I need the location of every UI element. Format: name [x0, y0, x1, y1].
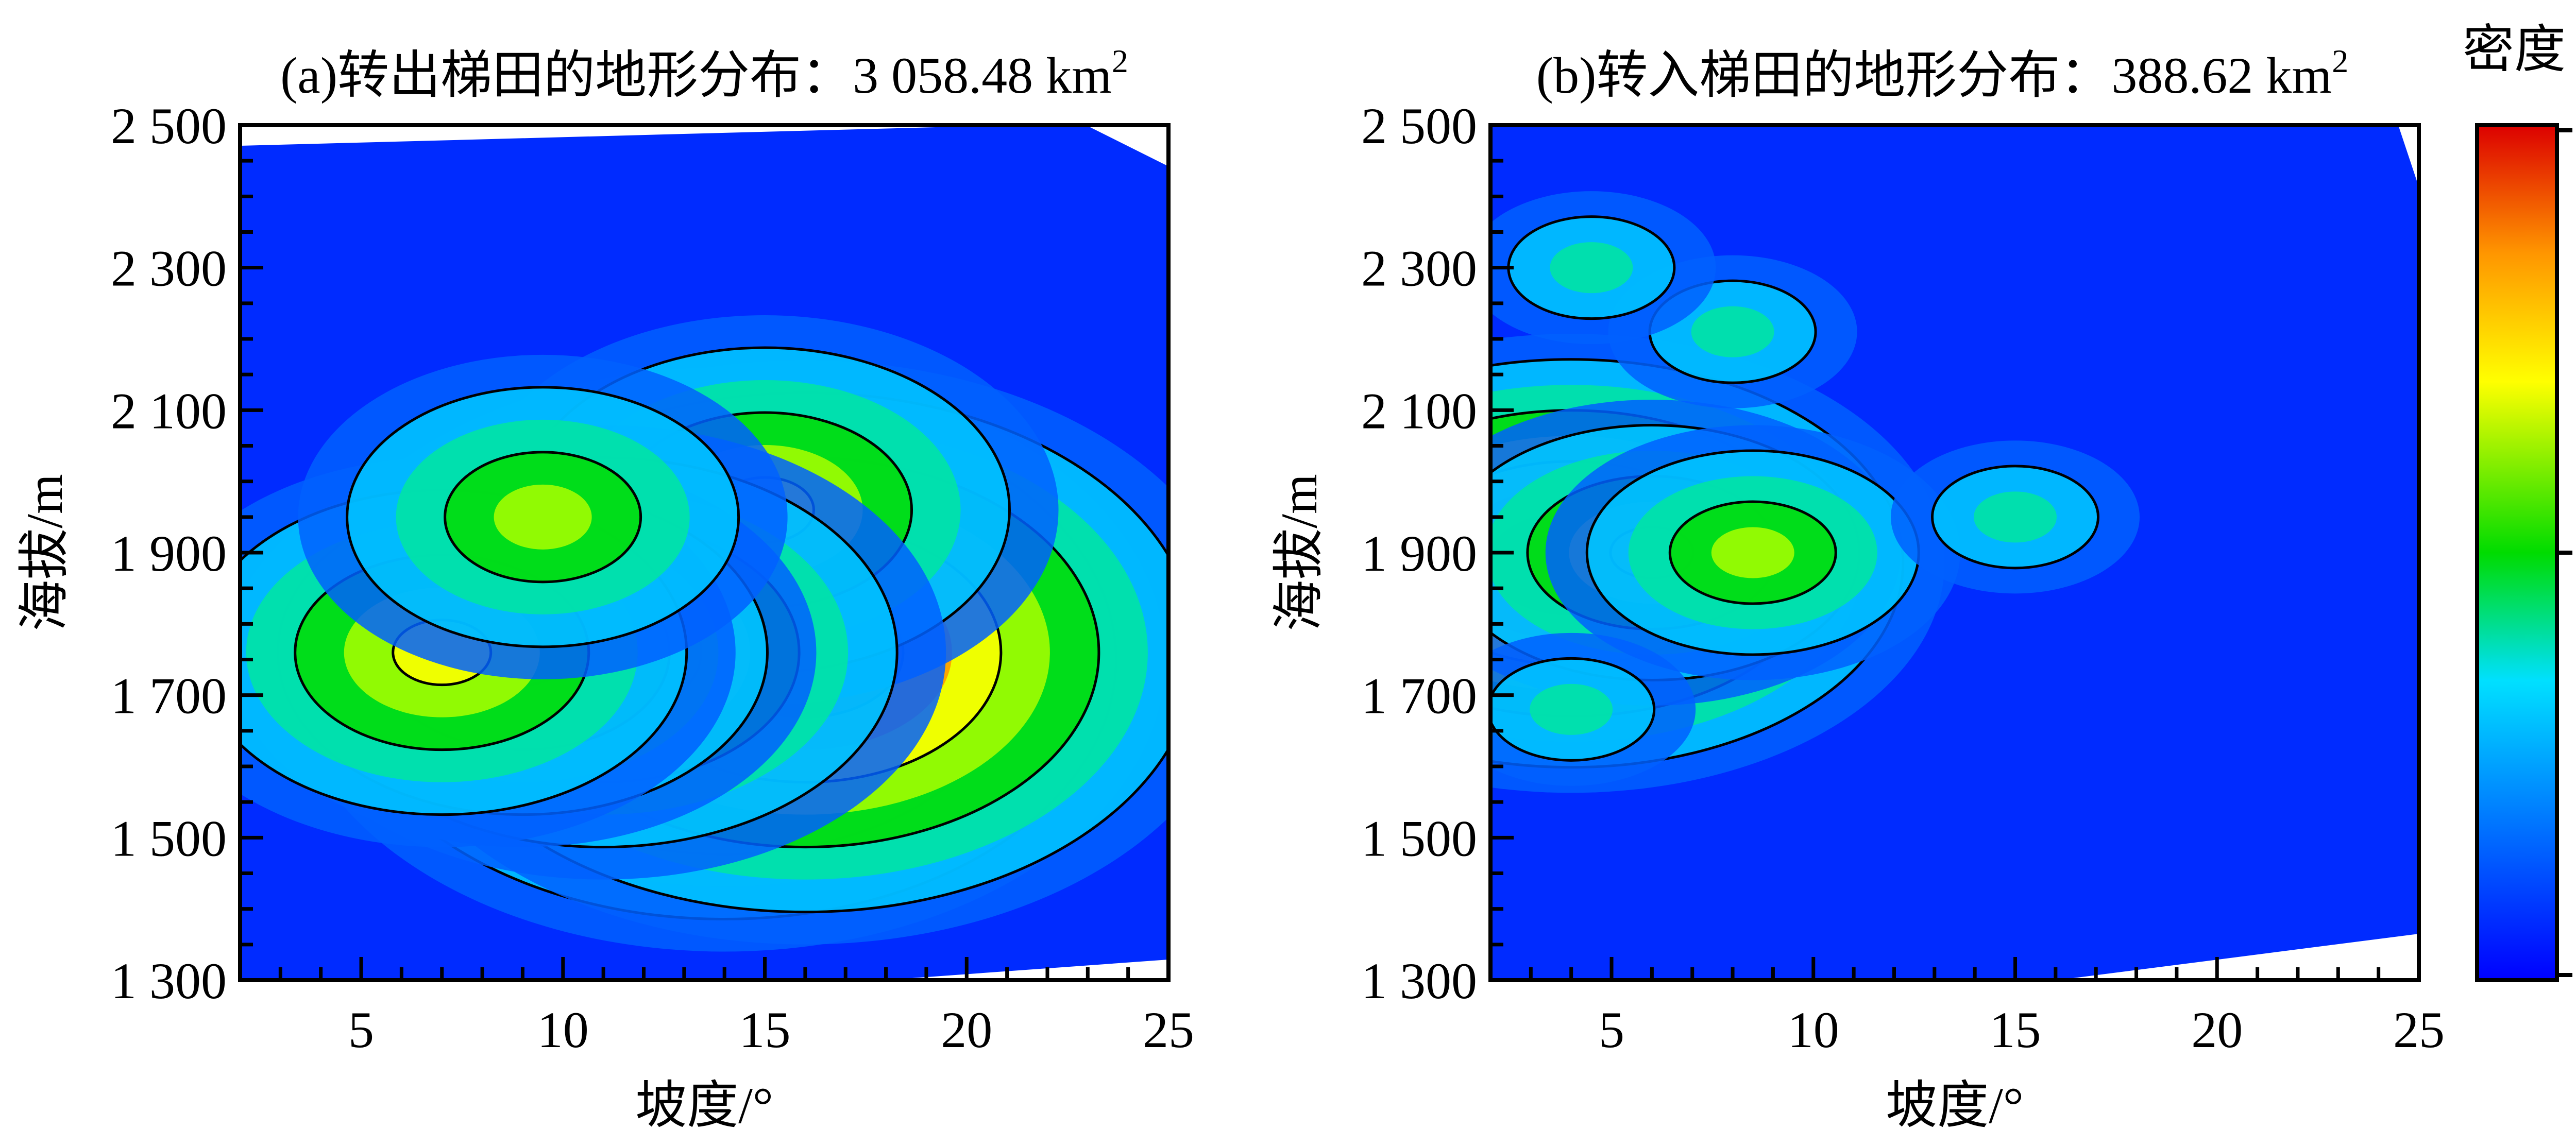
y-tick-label: 2 300	[111, 240, 227, 297]
contour-line-peak3-level2	[1931, 465, 2100, 570]
y-tick-label: 1 900	[1361, 525, 1477, 582]
svg-text:(b)转入梯田的地形分布：388.62 km2: (b)转入梯田的地形分布：388.62 km2	[1536, 43, 2348, 104]
x-tick-label: 15	[1990, 1001, 2041, 1058]
y-tick-label: 2 500	[1361, 97, 1477, 155]
contour-line-peak6-level2	[1490, 657, 1656, 762]
nodata-top-left	[240, 125, 1013, 146]
y-tick-label: 1 300	[111, 952, 227, 1010]
y-tick-label: 1 300	[1361, 952, 1477, 1010]
chart-panel-a: (a)转出梯田的地形分布：3 058.48 km2 5 10 15 20 25 1 300…	[16, 43, 1194, 1134]
y-tick-label: 2 300	[1361, 240, 1477, 297]
y-tick-label: 2 500	[111, 97, 227, 155]
y-tick-label: 1 500	[111, 810, 227, 867]
density-band-peak3-level3	[1974, 491, 2057, 543]
density-band-peak4-level3	[1691, 306, 1774, 357]
x-axis-label-b: 坡度/°	[1886, 1077, 2024, 1134]
x-tick-label: 20	[2191, 1001, 2243, 1058]
contour-line-peak6-level2	[346, 386, 740, 648]
x-tick-label: 20	[941, 1001, 992, 1058]
colorbar-title: 密度	[2463, 21, 2566, 78]
y-tick-label: 1 700	[111, 668, 227, 725]
contour-line-peak6-level4	[444, 451, 642, 584]
y-tick-label: 2 100	[111, 382, 227, 439]
colorbar: 密度 高 中 低	[2463, 21, 2572, 982]
x-tick-label: 25	[1143, 1001, 1194, 1058]
chart-title-a: (a)转出梯田的地形分布：3 058.48 km2	[280, 43, 1128, 104]
chart-panel-b: (b)转入梯田的地形分布：388.62 km2 5 10 15 20 25 1 300 1 …	[1270, 43, 2445, 1134]
axes-b: 5 10 15 20 25 1 300 1 500 1 700 1 900 2 100 2 300 2…	[1361, 97, 2445, 1058]
y-tick-label: 2 100	[1361, 382, 1477, 439]
svg-text:(a)转出梯田的地形分布：3 058.48 km2: (a)转出梯田的地形分布：3 058.48 km2	[280, 43, 1128, 104]
colorbar-scale	[2475, 123, 2559, 982]
x-tick-label: 10	[1788, 1001, 1839, 1058]
chart-title-b-sup: 2	[2332, 43, 2348, 79]
y-tick-label: 1 700	[1361, 668, 1477, 725]
axes-a: 5 10 15 20 25 1 300 1 500 1 700 1 900 2 100 2 300 2…	[111, 97, 1194, 1058]
y-tick-label: 1 500	[1361, 810, 1477, 867]
density-band-peak6-level5	[494, 484, 592, 550]
y-tick-label: 1 900	[111, 525, 227, 582]
nodata-top-right	[1086, 125, 1168, 166]
chart-title-b-text: (b)转入梯田的地形分布：388.62 km	[1536, 47, 2332, 104]
contour-line-peak2-level4	[1668, 500, 1837, 605]
density-band-peak2-level5	[1711, 527, 1794, 578]
x-tick-label: 10	[537, 1001, 589, 1058]
density-band-peak6-level3	[1530, 683, 1613, 735]
x-tick-label: 5	[1599, 1001, 1624, 1058]
density-map-b	[1490, 125, 2419, 980]
chart-title-a-sup: 2	[1112, 43, 1128, 79]
x-axis-label-a: 坡度/°	[635, 1077, 773, 1134]
x-tick-label: 25	[2393, 1001, 2445, 1058]
x-tick-label: 5	[348, 1001, 374, 1058]
density-map-a	[240, 125, 1168, 980]
density-band-peak5-level3	[1550, 242, 1633, 294]
x-tick-label: 15	[739, 1001, 791, 1058]
y-axis-label-a: 海拔/m	[16, 474, 73, 631]
chart-title-a-text: (a)转出梯田的地形分布：3 058.48 km	[280, 47, 1112, 104]
y-axis-label-b: 海拔/m	[1270, 474, 1328, 631]
chart-title-b: (b)转入梯田的地形分布：388.62 km2	[1536, 43, 2348, 104]
nodata-bottom-right	[2057, 934, 2419, 980]
nodata-bottom-right	[884, 960, 1168, 980]
nodata-top-right	[2398, 125, 2419, 187]
